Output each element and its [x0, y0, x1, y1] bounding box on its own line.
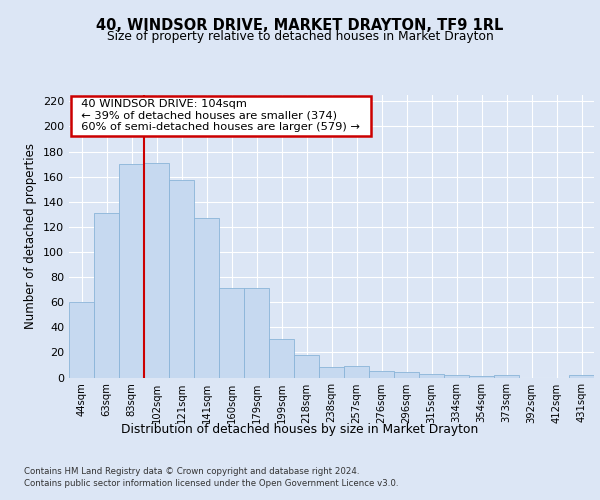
Bar	[169, 180, 194, 378]
Bar	[319, 368, 344, 378]
Bar	[194, 218, 219, 378]
Bar	[94, 213, 119, 378]
Text: 40, WINDSOR DRIVE, MARKET DRAYTON, TF9 1RL: 40, WINDSOR DRIVE, MARKET DRAYTON, TF9 1…	[97, 18, 503, 32]
Bar	[469, 376, 494, 378]
Bar	[219, 288, 244, 378]
Bar	[569, 375, 594, 378]
Text: Distribution of detached houses by size in Market Drayton: Distribution of detached houses by size …	[121, 422, 479, 436]
Y-axis label: Number of detached properties: Number of detached properties	[25, 143, 37, 329]
Bar	[394, 372, 419, 378]
Bar	[269, 338, 294, 378]
Bar	[144, 163, 169, 378]
Text: Size of property relative to detached houses in Market Drayton: Size of property relative to detached ho…	[107, 30, 493, 43]
Bar	[69, 302, 94, 378]
Bar	[119, 164, 144, 378]
Text: Contains HM Land Registry data © Crown copyright and database right 2024.: Contains HM Land Registry data © Crown c…	[24, 467, 359, 476]
Text: Contains public sector information licensed under the Open Government Licence v3: Contains public sector information licen…	[24, 478, 398, 488]
Bar	[369, 371, 394, 378]
Bar	[494, 375, 519, 378]
Bar	[344, 366, 369, 378]
Bar	[294, 355, 319, 378]
Text: 40 WINDSOR DRIVE: 104sqm  
  ← 39% of detached houses are smaller (374)  
  60% : 40 WINDSOR DRIVE: 104sqm ← 39% of detach…	[74, 99, 367, 132]
Bar	[419, 374, 444, 378]
Bar	[244, 288, 269, 378]
Bar	[444, 375, 469, 378]
